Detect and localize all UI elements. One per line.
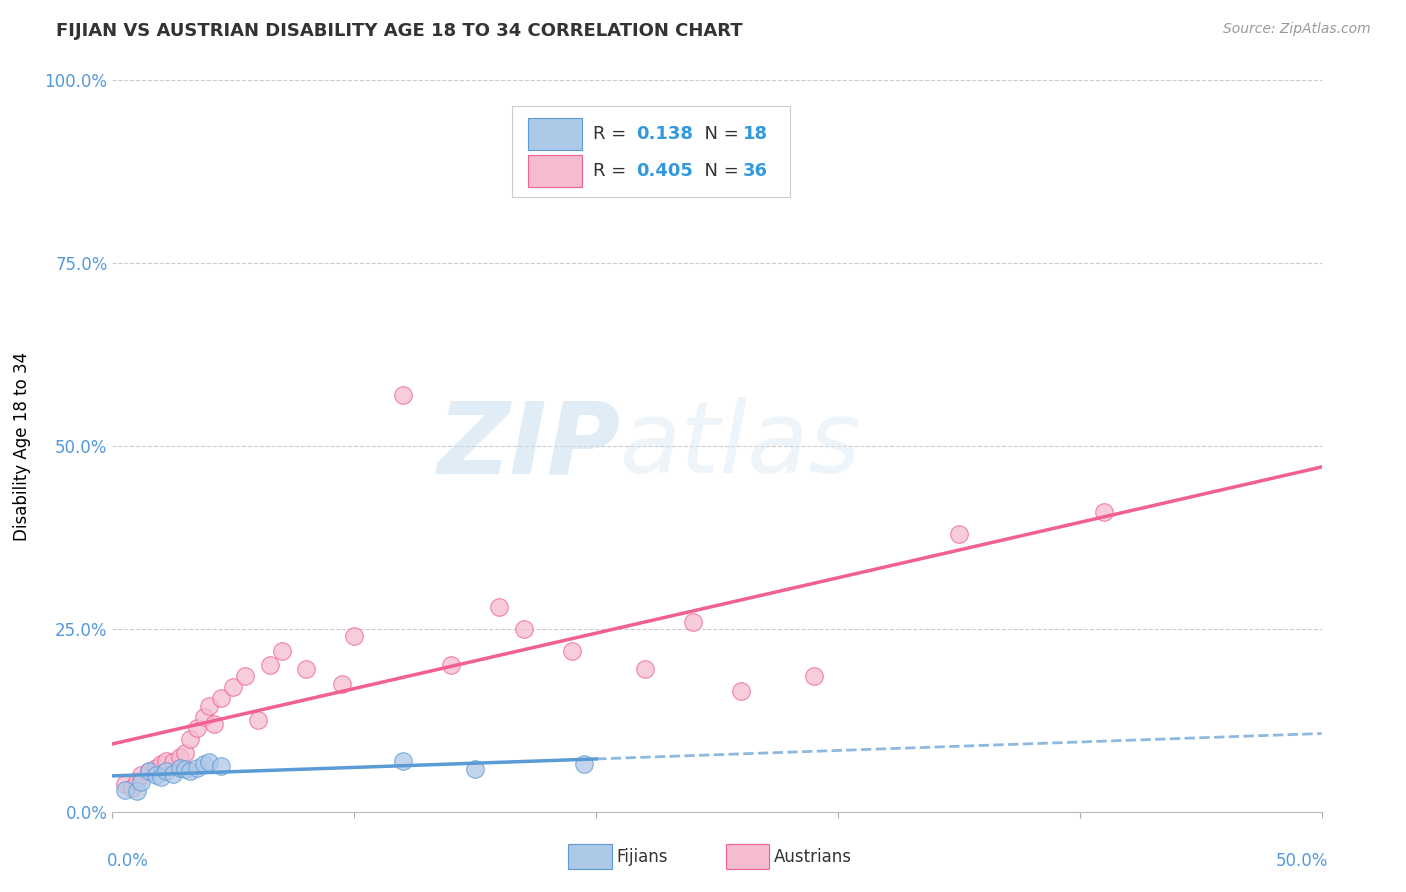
- Point: [682, 615, 704, 629]
- Point: [391, 388, 413, 402]
- Point: [343, 629, 366, 643]
- Point: [174, 762, 197, 776]
- Point: [209, 759, 232, 773]
- Point: [125, 784, 148, 798]
- Point: [222, 681, 245, 695]
- Point: [155, 754, 177, 768]
- Point: [186, 761, 208, 775]
- Point: [179, 764, 201, 779]
- FancyBboxPatch shape: [725, 844, 769, 869]
- Point: [488, 599, 510, 614]
- Text: FIJIAN VS AUSTRIAN DISABILITY AGE 18 TO 34 CORRELATION CHART: FIJIAN VS AUSTRIAN DISABILITY AGE 18 TO …: [56, 22, 742, 40]
- Point: [155, 764, 177, 779]
- Text: N =: N =: [693, 162, 744, 180]
- Point: [561, 644, 583, 658]
- Text: 50.0%: 50.0%: [1275, 852, 1327, 870]
- Point: [125, 774, 148, 789]
- Point: [149, 757, 172, 772]
- FancyBboxPatch shape: [529, 155, 582, 187]
- Point: [131, 775, 153, 789]
- Text: ZIP: ZIP: [437, 398, 620, 494]
- Point: [246, 714, 269, 728]
- Point: [440, 658, 463, 673]
- Point: [464, 762, 486, 776]
- Text: 0.0%: 0.0%: [107, 852, 148, 870]
- Text: N =: N =: [693, 126, 744, 144]
- Point: [114, 777, 136, 791]
- Point: [169, 761, 191, 775]
- Point: [198, 698, 221, 713]
- Point: [149, 770, 172, 784]
- Point: [179, 731, 201, 746]
- Point: [633, 662, 655, 676]
- Point: [330, 676, 353, 690]
- Point: [138, 764, 160, 779]
- Point: [235, 669, 257, 683]
- FancyBboxPatch shape: [512, 106, 790, 197]
- Point: [270, 644, 292, 658]
- Point: [114, 782, 136, 797]
- Point: [295, 662, 318, 676]
- Y-axis label: Disability Age 18 to 34: Disability Age 18 to 34: [13, 351, 31, 541]
- Point: [145, 761, 167, 775]
- Point: [121, 781, 143, 796]
- Point: [193, 709, 215, 723]
- Point: [138, 764, 160, 779]
- Point: [186, 721, 208, 735]
- Text: 18: 18: [742, 126, 768, 144]
- FancyBboxPatch shape: [529, 118, 582, 150]
- Point: [512, 622, 534, 636]
- Point: [193, 757, 215, 772]
- Text: Fijians: Fijians: [617, 848, 668, 866]
- Point: [1092, 505, 1115, 519]
- Text: 0.138: 0.138: [636, 126, 693, 144]
- Point: [209, 691, 232, 706]
- Point: [145, 768, 167, 782]
- Point: [198, 755, 221, 769]
- Point: [162, 755, 184, 769]
- Text: Source: ZipAtlas.com: Source: ZipAtlas.com: [1223, 22, 1371, 37]
- Point: [259, 658, 281, 673]
- Point: [131, 768, 153, 782]
- Text: 0.405: 0.405: [636, 162, 693, 180]
- Point: [803, 669, 825, 683]
- Text: R =: R =: [592, 126, 631, 144]
- Text: atlas: atlas: [620, 398, 862, 494]
- Point: [174, 746, 197, 760]
- Point: [572, 757, 595, 772]
- Point: [948, 526, 970, 541]
- Text: Austrians: Austrians: [773, 848, 852, 866]
- Point: [169, 749, 191, 764]
- Point: [202, 717, 225, 731]
- Text: R =: R =: [592, 162, 631, 180]
- Point: [730, 684, 752, 698]
- FancyBboxPatch shape: [568, 844, 612, 869]
- Point: [162, 766, 184, 780]
- Point: [391, 754, 413, 768]
- Text: 36: 36: [742, 162, 768, 180]
